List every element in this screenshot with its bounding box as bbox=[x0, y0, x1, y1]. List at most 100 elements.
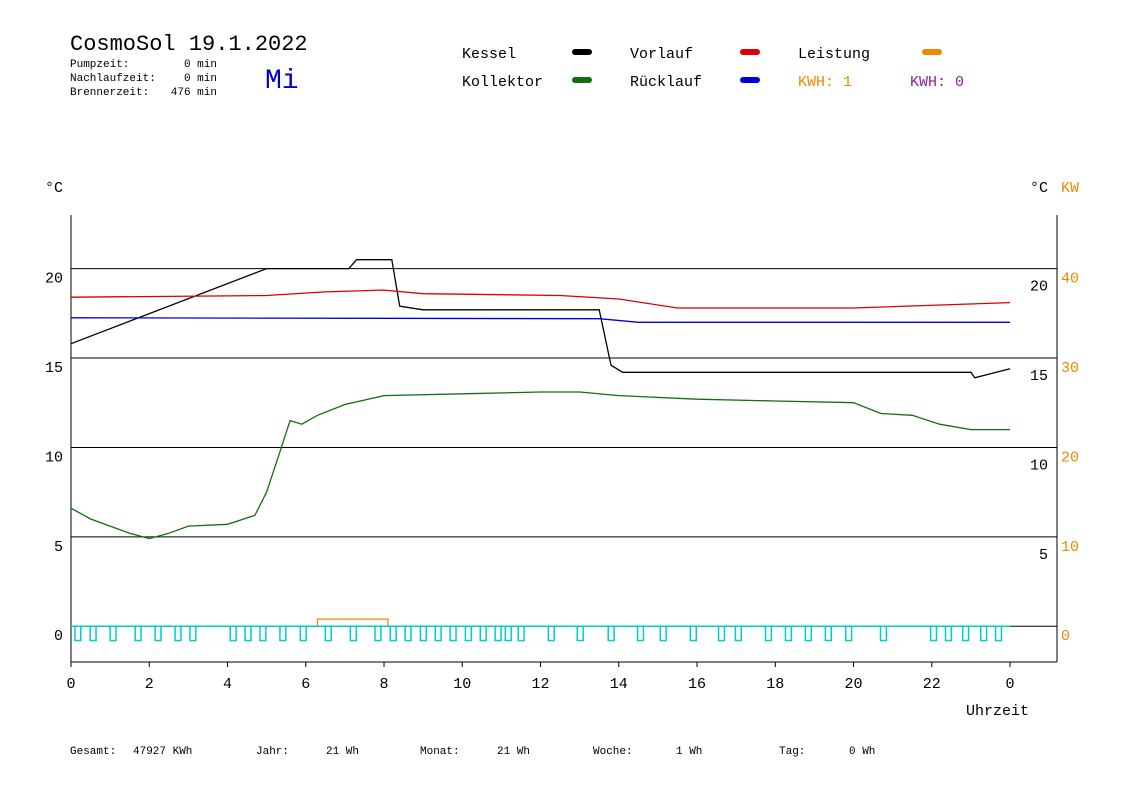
pump-pulse bbox=[109, 625, 117, 642]
y-tick-label: 20 bbox=[45, 271, 63, 288]
x-tick-label: 12 bbox=[532, 676, 550, 693]
series-line bbox=[316, 618, 389, 627]
chart-title: CosmoSol 19.1.2022 bbox=[70, 32, 308, 57]
series-line bbox=[70, 317, 1010, 323]
pump-pulse bbox=[74, 625, 82, 642]
x-tick-label: 0 bbox=[1006, 676, 1015, 693]
pump-pulse bbox=[174, 625, 182, 642]
pump-pulse bbox=[944, 625, 953, 642]
y-tick-label: 10 bbox=[45, 449, 63, 466]
right-tick-label: 10 bbox=[1030, 457, 1048, 474]
pump-pulse bbox=[994, 625, 1003, 642]
legend-label: Kollektor bbox=[462, 74, 543, 91]
pump-pulse bbox=[259, 625, 267, 642]
series-line bbox=[70, 289, 1011, 309]
legend-swatch bbox=[922, 49, 942, 55]
pump-pulse bbox=[404, 625, 412, 642]
legend-label: Leistung bbox=[798, 46, 870, 63]
stat-label: Brennerzeit: bbox=[70, 87, 149, 99]
x-tick-label: 14 bbox=[610, 676, 628, 693]
pump-pulse bbox=[494, 625, 502, 642]
legend-swatch bbox=[740, 77, 760, 83]
y2-tick-label: 0 bbox=[1061, 628, 1070, 645]
pump-pulse bbox=[844, 625, 853, 642]
stat-value: 476 min bbox=[171, 87, 217, 99]
legend-label: Vorlauf bbox=[630, 46, 693, 63]
x-tick-label: 18 bbox=[766, 676, 784, 693]
total-label: Woche: bbox=[593, 746, 633, 758]
y2-tick-label: 10 bbox=[1061, 539, 1079, 556]
total-value: 1 Wh bbox=[676, 746, 702, 758]
y-unit: °C bbox=[45, 180, 63, 197]
stat-value: 0 min bbox=[184, 59, 217, 71]
legend-label: Kessel bbox=[462, 46, 516, 63]
pump-pulse bbox=[419, 625, 428, 642]
legend-label: Rücklauf bbox=[630, 74, 702, 91]
pump-pulse bbox=[154, 625, 162, 642]
pump-pulse bbox=[434, 625, 442, 642]
y2-tick-label: 20 bbox=[1061, 449, 1079, 466]
total-value: 0 Wh bbox=[849, 746, 875, 758]
x-label: Uhrzeit bbox=[966, 703, 1029, 720]
pump-pulse bbox=[576, 625, 584, 642]
series-line bbox=[70, 259, 1011, 379]
pump-pulse bbox=[929, 625, 938, 642]
pump-pulse bbox=[784, 625, 793, 642]
pump-pulse bbox=[547, 625, 555, 642]
x-tick-label: 16 bbox=[688, 676, 706, 693]
pump-pulse bbox=[324, 625, 332, 642]
x-tick-label: 22 bbox=[923, 676, 941, 693]
kwh-label: KWH: 1 bbox=[798, 74, 852, 91]
x-tick-label: 6 bbox=[301, 676, 310, 693]
pump-pulse bbox=[804, 625, 813, 642]
pump-pulse bbox=[374, 625, 382, 642]
y-tick-label: 5 bbox=[54, 539, 63, 556]
pump-pulse bbox=[464, 625, 473, 642]
pump-pulse bbox=[607, 625, 615, 642]
legend-swatch bbox=[572, 49, 592, 55]
pump-pulse bbox=[504, 625, 512, 642]
pump-pulse bbox=[349, 625, 357, 642]
pump-pulse bbox=[636, 625, 645, 642]
pump-pulse bbox=[764, 625, 773, 642]
y2-tick-label: 30 bbox=[1061, 360, 1079, 377]
total-value: 21 Wh bbox=[497, 746, 530, 758]
y-tick-label: 15 bbox=[45, 360, 63, 377]
pump-pulse bbox=[879, 625, 888, 642]
x-tick-label: 2 bbox=[145, 676, 154, 693]
pump-pulse bbox=[824, 625, 832, 642]
y-tick-label: 0 bbox=[54, 628, 63, 645]
stat-value: 0 min bbox=[184, 73, 217, 85]
total-value: 47927 KWh bbox=[133, 746, 192, 758]
total-label: Jahr: bbox=[256, 746, 289, 758]
x-tick-label: 10 bbox=[453, 676, 471, 693]
pump-pulse bbox=[189, 625, 197, 642]
x-tick-label: 4 bbox=[223, 676, 232, 693]
x-tick-label: 0 bbox=[66, 676, 75, 693]
total-label: Tag: bbox=[779, 746, 805, 758]
pump-pulse bbox=[89, 625, 97, 642]
pump-pulse bbox=[299, 625, 307, 642]
y2-unit: KW bbox=[1061, 180, 1079, 197]
pump-pulse bbox=[244, 625, 252, 642]
kwh-label: KWH: 0 bbox=[910, 74, 964, 91]
pump-pulse bbox=[979, 625, 988, 642]
pump-pulse bbox=[659, 625, 667, 642]
legend-swatch bbox=[740, 49, 760, 55]
pump-pulse bbox=[717, 625, 726, 642]
right-unit: °C bbox=[1030, 180, 1048, 197]
pump-pulse bbox=[734, 625, 742, 642]
y2-tick-label: 40 bbox=[1061, 271, 1079, 288]
stat-label: Pumpzeit: bbox=[70, 59, 129, 71]
x-tick-label: 8 bbox=[380, 676, 389, 693]
pump-pulse bbox=[961, 625, 970, 642]
legend-swatch bbox=[572, 77, 592, 83]
pump-pulse bbox=[517, 625, 525, 642]
total-label: Monat: bbox=[420, 746, 460, 758]
pump-pulse bbox=[389, 625, 397, 642]
right-tick-label: 20 bbox=[1030, 279, 1048, 296]
pump-pulse bbox=[449, 625, 457, 642]
pump-pulse bbox=[279, 625, 287, 642]
right-tick-label: 5 bbox=[1039, 547, 1048, 564]
